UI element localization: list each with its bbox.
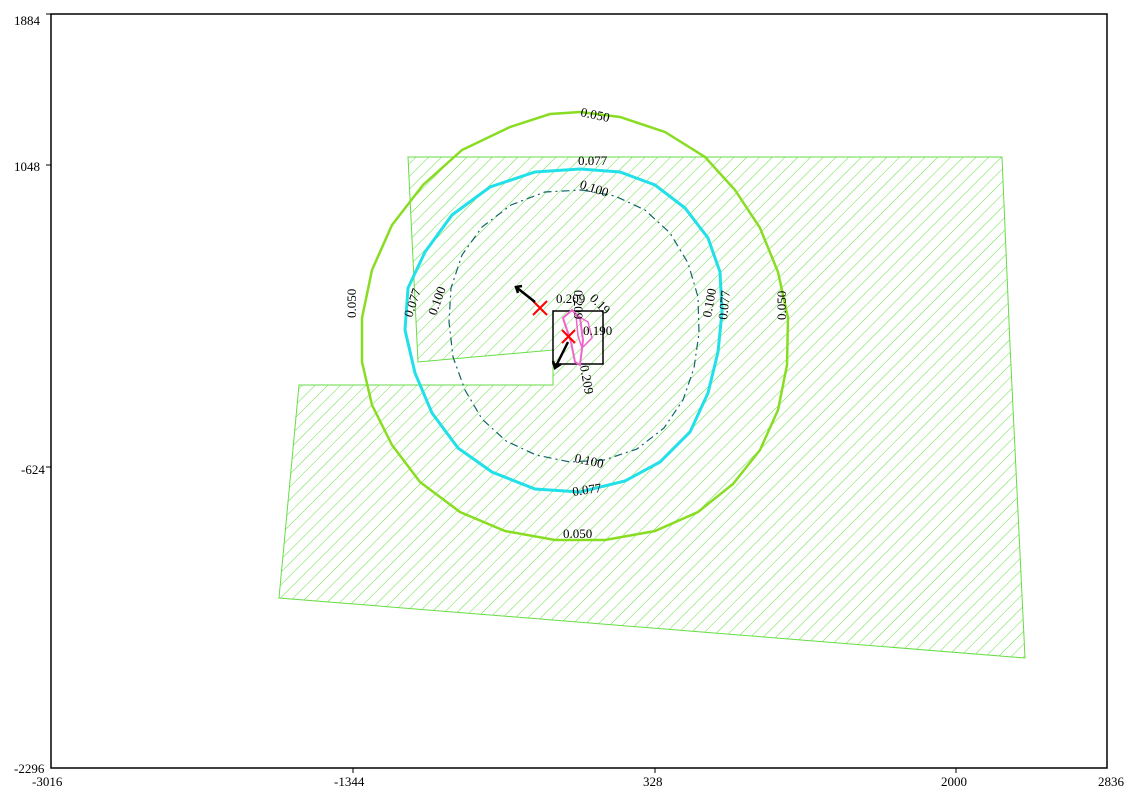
- contour-label-100-right: 0.100: [699, 287, 719, 318]
- y-tick-label: -624: [21, 462, 45, 477]
- contour-label-077-top: 0.077: [578, 153, 608, 168]
- y-tick-label: 1048: [14, 159, 40, 174]
- y-tick-label: -2296: [14, 761, 45, 776]
- contour-050: [360, 110, 790, 542]
- y-tick-label: 1884: [14, 13, 41, 28]
- plot-frame: [50, 13, 1108, 769]
- contour-inner-2: [575, 313, 593, 350]
- x-tick-label: 2836: [1098, 774, 1125, 789]
- x-tick-label: 328: [643, 774, 663, 789]
- contour-label-050-top: 0.050: [579, 104, 611, 125]
- contour-label-100-bottom: 0.100: [573, 450, 605, 471]
- contour-label-050-left: 0.050: [344, 289, 359, 318]
- contour-100: [448, 189, 700, 463]
- red-x-marker: [532, 300, 548, 316]
- hatched-region: [278, 156, 1026, 659]
- x-tick-label: 2000: [941, 774, 967, 789]
- contour-label-050-right: 0.050: [774, 291, 789, 320]
- arrow-icon: [514, 284, 536, 303]
- contour-label-050-bottom: 0.050: [563, 526, 592, 541]
- contour-label-209-top: 0.209: [556, 291, 585, 306]
- arrow-icon: [551, 341, 570, 370]
- x-tick-label: -1344: [334, 774, 365, 789]
- contour-label-077-bottom: 0.077: [571, 480, 603, 499]
- contour-label-209-bottom: 0.209: [577, 364, 597, 395]
- contour-inner: [561, 308, 585, 367]
- contour-label-190: 0.190: [583, 323, 612, 338]
- contour-077: [403, 167, 724, 494]
- red-x-marker: [561, 329, 576, 344]
- contour-label-209-vertical: 0.209: [571, 290, 586, 319]
- contour-label-077-right: 0.077: [715, 289, 733, 320]
- x-tick-label: -3016: [32, 774, 63, 789]
